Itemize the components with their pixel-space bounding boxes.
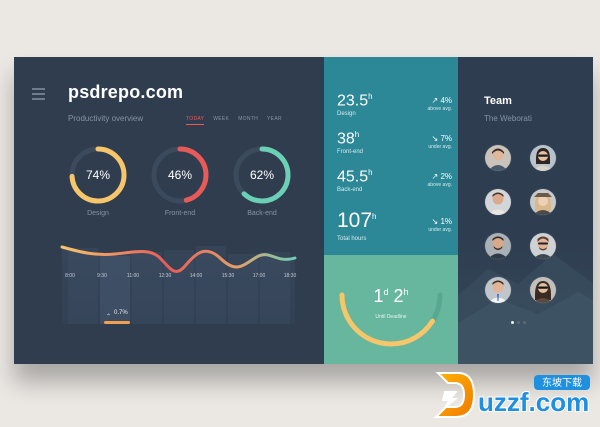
team-avatar[interactable] <box>530 145 556 171</box>
stat-design: 23.5h Design ↗ 4% above avg. <box>337 92 452 122</box>
stat-backend: 45.5h Back-end ↗ 2% above avg. <box>337 168 452 198</box>
stat-total: 107h Total hours ↘ 1% under avg. <box>337 209 452 247</box>
trend-down-icon: ↘ <box>431 134 439 143</box>
deadline-value: 1d 2h <box>373 286 409 306</box>
frontend-ring-label: Front-end <box>164 210 196 217</box>
team-avatar[interactable] <box>485 145 511 171</box>
stat-change: ↘ 7% <box>431 134 453 143</box>
x-tick: 17:00 <box>252 273 266 279</box>
design-ring: 74% <box>68 145 128 205</box>
stat-change: ↗ 2% <box>431 172 453 181</box>
deadline-label: Until Deadline <box>375 314 407 320</box>
frontend-ring: 46% <box>150 145 210 205</box>
stat-compare: above avg. <box>427 182 452 188</box>
section-subtitle: Productivity overview <box>68 114 144 123</box>
tab-today[interactable]: TODAY <box>186 116 205 125</box>
stat-compare: above avg. <box>427 106 452 112</box>
backend-ring-graphic <box>233 146 291 204</box>
stat-compare: under avg. <box>428 144 452 150</box>
tab-month[interactable]: MONTH <box>238 116 259 122</box>
stat-change: ↘ 1% <box>431 217 453 226</box>
page-dot[interactable] <box>523 321 526 324</box>
backend-ring-label: Back-end <box>247 210 277 217</box>
team-avatar[interactable] <box>530 233 556 259</box>
x-tick: 11:00 <box>126 273 140 279</box>
stat-value: 23.5h <box>337 92 373 110</box>
stat-value: 107h <box>337 209 377 232</box>
stat-name: Design <box>337 111 356 117</box>
team-avatar[interactable] <box>530 277 556 303</box>
x-tick: 15:30 <box>221 273 235 279</box>
x-tick: 9:30 <box>97 273 107 279</box>
frontend-ring-graphic <box>151 146 209 204</box>
chart-line <box>60 245 297 273</box>
activity-chart: ⌃ <box>60 245 297 324</box>
trend-up-icon: ↗ <box>431 172 439 181</box>
x-tick: 14:00 <box>189 273 203 279</box>
trend-up-icon: ↗ <box>431 96 439 105</box>
deadline-widget: 1d 2h Until Deadline <box>324 255 458 364</box>
team-panel <box>458 57 593 364</box>
team-avatar[interactable] <box>485 189 511 215</box>
tab-week[interactable]: WEEK <box>213 116 230 122</box>
stat-frontend: 38h Front-end ↘ 7% under avg. <box>337 130 452 160</box>
design-ring-label: Design <box>87 210 109 217</box>
stat-name: Front-end <box>337 149 364 155</box>
mountain-background <box>458 254 593 364</box>
trend-down-icon: ↘ <box>431 217 439 226</box>
chart-annotation-arrow-icon: ⌃ <box>106 313 111 320</box>
chart-highlight-bar <box>104 321 130 324</box>
x-tick: 8:00 <box>65 273 75 279</box>
frontend-percent: 46% <box>167 168 193 182</box>
team-avatar[interactable] <box>485 233 511 259</box>
design-percent: 74% <box>85 168 111 182</box>
team-avatar[interactable] <box>485 277 511 303</box>
chart-area <box>62 247 295 324</box>
svg-text:uzzf.com: uzzf.com <box>478 387 589 417</box>
menu-icon[interactable] <box>32 88 45 104</box>
x-tick: 12:30 <box>158 273 172 279</box>
design-ring-graphic <box>69 146 127 204</box>
stat-compare: under avg. <box>428 227 452 233</box>
x-tick: 18:30 <box>283 273 297 279</box>
stat-value: 38h <box>337 130 360 148</box>
stat-value: 45.5h <box>337 168 373 186</box>
range-tabs: TODAY WEEK MONTH YEAR <box>186 116 282 125</box>
deadline-arc <box>339 292 443 347</box>
stat-change: ↗ 4% <box>431 96 453 105</box>
brand-title: psdrepo.com <box>68 82 184 102</box>
team-title: Team <box>484 95 512 107</box>
stat-name: Total hours <box>337 236 367 242</box>
team-subtitle: The Weborati <box>484 114 532 123</box>
team-avatar[interactable] <box>530 189 556 215</box>
chart-annotation: 0.7% <box>114 310 128 316</box>
backend-percent: 62% <box>249 168 275 182</box>
page-dot[interactable] <box>517 321 520 324</box>
page-dot[interactable] <box>511 321 514 324</box>
stats-panel <box>324 57 458 255</box>
pagination-dots <box>511 321 526 324</box>
tab-year[interactable]: YEAR <box>267 116 282 122</box>
watermark-logo: uzzf.com 东坡下载 <box>433 372 590 418</box>
backend-ring: 62% <box>232 145 292 205</box>
stat-name: Back-end <box>337 187 363 193</box>
svg-text:东坡下载: 东坡下载 <box>542 376 582 389</box>
